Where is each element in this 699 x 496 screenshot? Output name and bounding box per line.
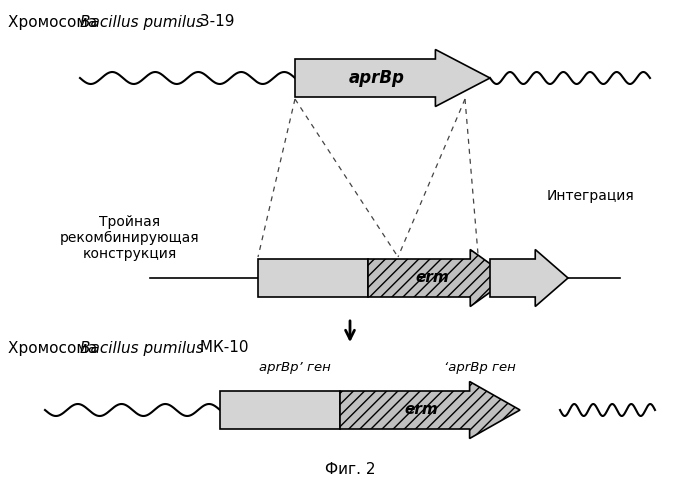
Polygon shape <box>220 391 340 429</box>
Polygon shape <box>258 259 368 297</box>
Polygon shape <box>368 249 510 307</box>
Text: 3-19: 3-19 <box>195 14 234 29</box>
Text: Bacillus pumilus: Bacillus pumilus <box>80 340 203 356</box>
Text: Интеграция: Интеграция <box>546 189 634 203</box>
Text: Bacillus pumilus: Bacillus pumilus <box>80 14 203 29</box>
Text: конструкция: конструкция <box>83 247 177 261</box>
Text: Хромосома: Хромосома <box>8 14 102 29</box>
Text: aprBp’ ген: aprBp’ ген <box>259 362 331 374</box>
Text: aprBp: aprBp <box>349 69 405 87</box>
Text: erm: erm <box>404 402 438 418</box>
Text: рекомбинирующая: рекомбинирующая <box>60 231 200 245</box>
Text: Хромосома: Хромосома <box>8 340 102 356</box>
Text: Тройная: Тройная <box>99 215 161 229</box>
Text: Фиг. 2: Фиг. 2 <box>325 462 375 478</box>
Text: ‘aprBp ген: ‘aprBp ген <box>444 362 516 374</box>
Polygon shape <box>490 249 568 307</box>
Text: erm: erm <box>415 270 449 286</box>
Polygon shape <box>340 381 520 438</box>
Text: МК-10: МК-10 <box>195 340 249 356</box>
Polygon shape <box>295 50 490 107</box>
